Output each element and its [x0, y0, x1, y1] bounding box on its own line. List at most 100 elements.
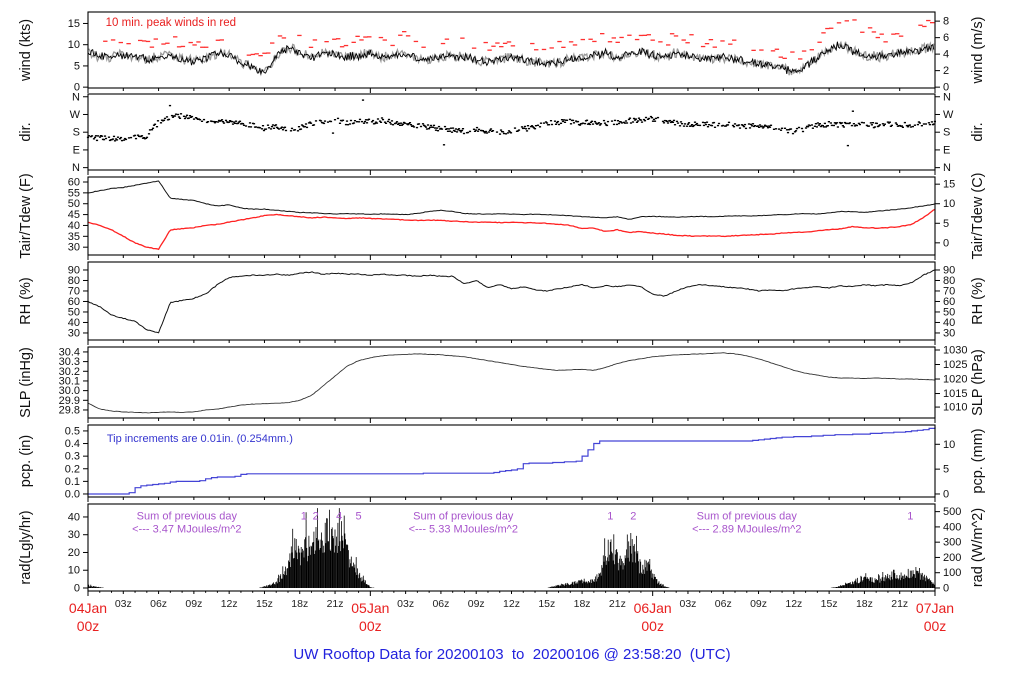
ytick-left-rh: 60 [68, 296, 80, 308]
xtick-day-hour-label: 00z [924, 618, 947, 634]
series-wind-peak-kts [103, 19, 935, 60]
xtick-day-label: 07Jan [916, 600, 954, 616]
ytick-left-slp: 30.3 [59, 356, 80, 368]
ytick-right-wind: 2 [943, 65, 949, 77]
ytick-right-slp: 1020 [943, 374, 967, 386]
ytick-left-temp: 40 [68, 220, 80, 232]
ytick-left-rad: 10 [68, 565, 80, 577]
xtick-minor-label: 21z [891, 598, 908, 610]
xtick-minor-label: 15z [821, 598, 838, 610]
ytick-left-dir: E [73, 144, 80, 156]
ytick-left-dir: N [72, 162, 80, 174]
ytick-right-dir: E [943, 144, 950, 156]
xtick-minor-label: 09z [185, 598, 202, 610]
ytick-right-rh: 90 [943, 264, 955, 276]
ytick-right-pcp: 0 [943, 488, 949, 500]
series-wind-dir-deg [86, 99, 936, 147]
annotation-rad: 1 [301, 510, 307, 522]
xtick-minor-label: 06z [715, 598, 732, 610]
annotation-rad: <--- 3.47 MJoules/m^2 [132, 523, 241, 535]
ytick-left-pcp: 0.2 [65, 463, 80, 475]
xtick-minor-label: 18z [574, 598, 591, 610]
ytick-left-rh: 90 [68, 264, 80, 276]
ytick-left-slp: 29.8 [59, 404, 80, 416]
ytick-left-wind: 5 [74, 60, 80, 72]
ytick-right-slp: 1030 [943, 344, 967, 356]
ytick-right-wind: 6 [943, 32, 949, 44]
ytick-left-slp: 30.4 [59, 346, 80, 358]
ytick-right-rad: 400 [943, 521, 961, 533]
ytick-left-rad: 40 [68, 511, 80, 523]
annotation-rad: 4 [336, 510, 342, 522]
xtick-minor-label: 12z [785, 598, 802, 610]
x-axis-labels: 03z 06z 09z 12z 15z 18z 21z 03z 06z 09z 12z 15z 18z 2… [69, 598, 954, 634]
ytick-right-slp: 1015 [943, 388, 967, 400]
ytick-left-temp: 60 [68, 176, 80, 188]
ylabel-left-rad: rad(Lgly/hr) [18, 510, 34, 584]
ytick-right-dir: N [943, 162, 951, 174]
xtick-minor-label: 18z [856, 598, 873, 610]
ytick-right-dir: W [943, 109, 954, 121]
ytick-right-rad: 500 [943, 506, 961, 518]
ytick-right-temp: 10 [943, 198, 955, 210]
trace [88, 427, 936, 495]
ytick-right-pcp: 10 [943, 439, 955, 451]
ytick-right-rad: 300 [943, 537, 961, 549]
ytick-left-rad: 0 [74, 582, 80, 594]
annotation-rad: <--- 2.89 MJoules/m^2 [692, 523, 801, 535]
ylabel-left-wind: wind (kts) [18, 19, 34, 82]
ytick-left-pcp: 0.1 [65, 476, 80, 488]
ytick-left-pcp: 0.0 [65, 488, 80, 500]
ytick-left-rh: 40 [68, 317, 80, 329]
annotation-rad: 2 [313, 510, 319, 522]
trace [87, 180, 936, 220]
ytick-left-temp: 55 [68, 187, 80, 199]
ytick-left-dir: N [72, 91, 80, 103]
trace [87, 208, 936, 251]
ytick-right-rad: 200 [943, 552, 961, 564]
panel-pcp: 0.00.10.20.30.40.5 0 5 10 pcp. (in) pcp. (mm)… [18, 424, 986, 502]
annotation-rad: Sum of previous day [413, 510, 514, 522]
ytick-left-rh: 30 [68, 327, 80, 339]
annotation-wind: 10 min. peak winds in red [106, 17, 236, 29]
ytick-left-rad: 20 [68, 547, 80, 559]
annotation-rad: Sum of previous day [697, 510, 798, 522]
panel-wind: 0 5 10 15 0 2 4 6 8 wind (kts) wind (m/s) 10 min. p… [18, 11, 986, 94]
series-tair-f [87, 180, 936, 220]
ylabel-right-temp: Tair/Tdew (C) [970, 172, 986, 259]
ytick-left-pcp: 0.3 [65, 451, 80, 463]
series-tdew-f [87, 208, 936, 251]
xtick-minor-label: 21z [327, 598, 344, 610]
ytick-left-dir: W [70, 109, 81, 121]
ytick-left-rh: 80 [68, 275, 80, 287]
series-rh-pct [87, 269, 936, 334]
ytick-right-temp: 15 [943, 179, 955, 191]
ytick-left-rh: 70 [68, 285, 80, 297]
ylabel-left-rh: RH (%) [18, 277, 34, 325]
ylabel-right-wind: wind (m/s) [970, 17, 986, 85]
xtick-minor-label: 09z [468, 598, 485, 610]
panel-frame-slp [87, 346, 936, 419]
ylabel-right-slp: SLP (hPa) [970, 349, 986, 416]
ytick-right-rh: 70 [943, 285, 955, 297]
xtick-minor-label: 15z [538, 598, 555, 610]
ylabel-left-slp: SLP (inHg) [18, 347, 34, 418]
ytick-left-wind: 10 [68, 39, 80, 51]
ytick-left-wind: 15 [68, 18, 80, 30]
ylabel-left-temp: Tair/Tdew (F) [18, 173, 34, 258]
xtick-day-hour-label: 00z [77, 618, 100, 634]
xtick-day-hour-label: 00z [641, 618, 664, 634]
ytick-left-pcp: 0.4 [65, 438, 80, 450]
annotation-rad: <--- 5.33 MJoules/m^2 [409, 523, 518, 535]
xtick-minor-label: 06z [432, 598, 449, 610]
ytick-right-wind: 8 [943, 16, 949, 28]
ytick-right-rad: 0 [943, 582, 949, 594]
xtick-day-label: 06Jan [634, 600, 672, 616]
xtick-minor-label: 21z [609, 598, 626, 610]
trace [87, 41, 935, 76]
